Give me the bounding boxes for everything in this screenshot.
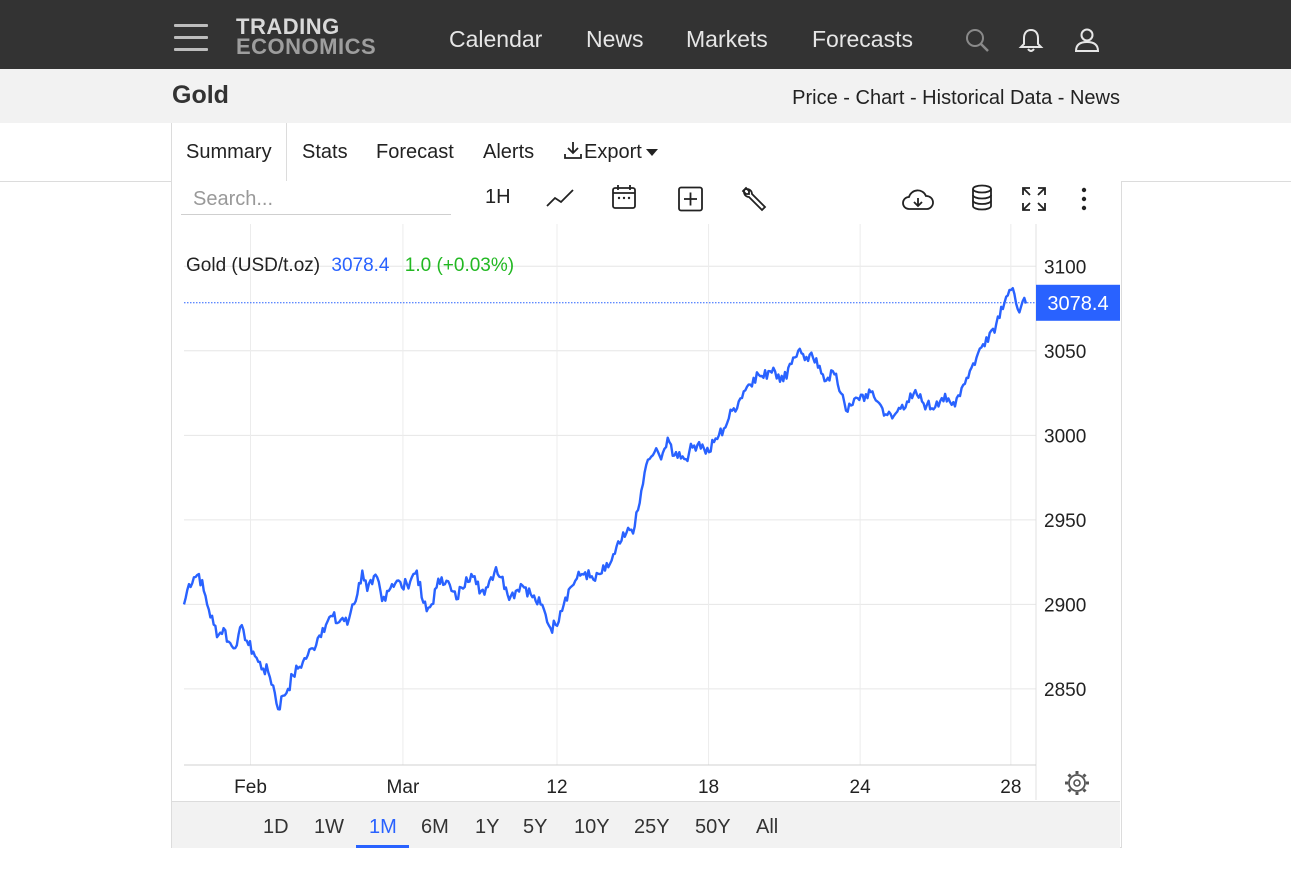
range-25y[interactable]: 25Y xyxy=(634,816,670,838)
add-indicator-icon[interactable] xyxy=(677,183,704,215)
nav-calendar[interactable]: Calendar xyxy=(449,26,543,52)
y-tick-label: 3000 xyxy=(1044,426,1086,447)
y-tick-label: 3050 xyxy=(1044,342,1086,363)
cloud-download-icon[interactable] xyxy=(901,184,935,216)
interval-selector[interactable]: 1H xyxy=(485,186,511,208)
last-price-tag-bg xyxy=(1036,284,1120,321)
instrument-links[interactable]: Price - Chart - Historical Data - News xyxy=(792,87,1120,109)
quote-change: 1.0 (+0.03%) xyxy=(405,255,514,276)
x-tick-label: Feb xyxy=(234,777,267,798)
logo-line1: TRADING xyxy=(236,14,340,39)
page-title: Gold xyxy=(172,81,229,109)
x-tick-label: Mar xyxy=(387,777,420,798)
nav-news[interactable]: News xyxy=(586,26,644,52)
y-tick-label: 2950 xyxy=(1044,511,1086,532)
line-chart-icon[interactable] xyxy=(545,183,575,215)
y-tick-label: 3100 xyxy=(1044,257,1086,278)
range-all[interactable]: All xyxy=(756,816,779,838)
logo-line2: ECONOMICS xyxy=(236,34,377,59)
tab-summary[interactable]: Summary xyxy=(171,123,287,182)
tab-alerts[interactable]: Alerts xyxy=(483,141,535,163)
more-options-icon[interactable] xyxy=(1074,183,1094,215)
bell-icon[interactable] xyxy=(1017,26,1045,54)
fullscreen-icon[interactable] xyxy=(1020,183,1048,215)
wrench-icon[interactable] xyxy=(740,183,768,215)
tab-forecast[interactable]: Forecast xyxy=(376,141,454,163)
quote-legend: Gold (USD/t.oz) 3078.4 1.0 (+0.03%) xyxy=(186,255,514,276)
range-10y[interactable]: 10Y xyxy=(574,816,610,838)
range-1d[interactable]: 1D xyxy=(263,816,289,838)
x-tick-label: 24 xyxy=(850,777,872,798)
range-1y[interactable]: 1Y xyxy=(475,816,500,838)
tab-export[interactable]: Export xyxy=(562,123,658,181)
search-icon[interactable] xyxy=(963,26,991,54)
x-tick-label: 28 xyxy=(1000,777,1021,798)
symbol-search-input[interactable] xyxy=(181,184,451,215)
quote-name: Gold (USD/t.oz) xyxy=(186,255,320,276)
range-5y[interactable]: 5Y xyxy=(523,816,548,838)
last-price-tag: 3078.4 xyxy=(1036,284,1120,321)
chart-settings-icon[interactable] xyxy=(1065,771,1089,795)
calendar-icon[interactable] xyxy=(610,181,638,213)
user-icon[interactable] xyxy=(1073,26,1101,54)
quote-price: 3078.4 xyxy=(331,255,390,276)
caret-down-icon xyxy=(645,149,658,157)
range-6m[interactable]: 6M xyxy=(421,816,449,838)
y-tick-label: 2850 xyxy=(1044,680,1086,701)
download-icon xyxy=(564,142,582,159)
last-price-tag-text: 3078.4 xyxy=(1047,293,1108,315)
y-axis: 3100 3050 3000 2950 2900 2850 xyxy=(1035,224,1086,800)
tab-stats[interactable]: Stats xyxy=(302,141,348,163)
x-tick-label: 12 xyxy=(546,777,567,798)
hamburger-menu-icon[interactable] xyxy=(174,24,208,52)
range-50y[interactable]: 50Y xyxy=(695,816,731,838)
range-selector-bar xyxy=(172,801,1120,848)
x-axis: Feb Mar 12 18 24 28 xyxy=(184,764,1036,798)
gold-price-line xyxy=(182,287,1028,711)
chart-panel xyxy=(171,181,1122,848)
top-navbar: TRADING ECONOMICS Calendar News Markets … xyxy=(0,0,1291,69)
instrument-header: Gold Price - Chart - Historical Data - N… xyxy=(0,69,1291,123)
nav-markets[interactable]: Markets xyxy=(686,26,768,52)
nav-forecasts[interactable]: Forecasts xyxy=(812,26,913,52)
x-tick-label: 18 xyxy=(698,777,719,798)
tab-bar: Summary Stats Forecast Alerts Export xyxy=(0,123,1291,182)
range-1m[interactable]: 1M xyxy=(369,816,397,838)
active-range-indicator xyxy=(356,845,409,848)
range-1w[interactable]: 1W xyxy=(314,816,344,838)
database-icon[interactable] xyxy=(970,182,994,214)
chart-grid xyxy=(184,224,1036,765)
site-logo[interactable]: TRADING ECONOMICS xyxy=(236,14,377,59)
y-tick-label: 2900 xyxy=(1044,595,1086,616)
export-label: Export xyxy=(584,141,642,163)
